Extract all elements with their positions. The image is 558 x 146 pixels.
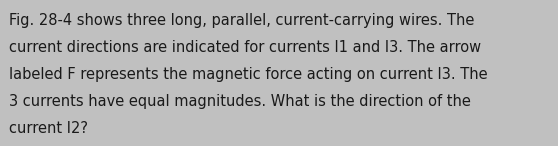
Text: labeled F represents the magnetic force acting on current I3. The: labeled F represents the magnetic force … — [9, 67, 488, 82]
Text: current I2?: current I2? — [9, 121, 88, 136]
Text: 3 currents have equal magnitudes. What is the direction of the: 3 currents have equal magnitudes. What i… — [9, 94, 471, 109]
Text: Fig. 28-4 shows three long, parallel, current-carrying wires. The: Fig. 28-4 shows three long, parallel, cu… — [9, 13, 474, 28]
Text: current directions are indicated for currents I1 and I3. The arrow: current directions are indicated for cur… — [9, 40, 481, 55]
